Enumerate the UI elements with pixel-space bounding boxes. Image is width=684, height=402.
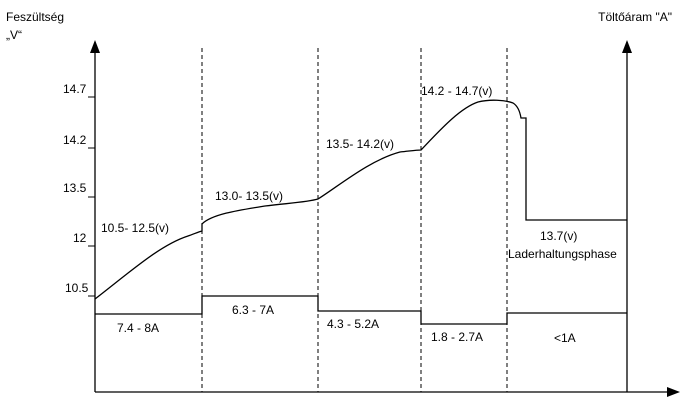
phase-dividers [201,48,508,392]
voltage-label: 13.5- 14.2(v) [326,137,394,151]
y-tick-label: 13.5 [63,181,87,195]
voltage-label: 10.5- 12.5(v) [101,221,169,235]
right-axis-title: Töltőáram "A" [598,10,672,24]
left-axis-title: Feszültség [6,10,64,24]
voltage-label: 13.0- 13.5(v) [215,189,283,203]
float-voltage-label: 13.7(v) [540,229,577,243]
current-label: 6.3 - 7A [232,303,274,317]
current-label: 4.3 - 5.2A [327,317,379,331]
y-tick-label: 10.5 [65,281,89,295]
voltage-label: 14.2 - 14.7(v) [421,84,492,98]
y-tick-label: 14.7 [63,82,87,96]
left-axis-arrow-icon [90,40,100,53]
y-ticks [88,96,95,297]
y-tick-label: 12 [73,231,87,245]
current-curve [95,295,627,325]
y-tick-label: 14.2 [63,133,87,147]
float-stage-name: Laderhaltungsphase [508,247,617,261]
right-axis-arrow-icon [622,40,632,53]
voltage-curve [94,99,627,300]
current-label: 7.4 - 8A [117,321,159,335]
left-axis-unit: „V“ [6,28,22,42]
current-label: 1.8 - 2.7A [431,330,483,344]
time-axis-arrow-icon [667,387,680,397]
current-label: <1A [554,331,576,345]
